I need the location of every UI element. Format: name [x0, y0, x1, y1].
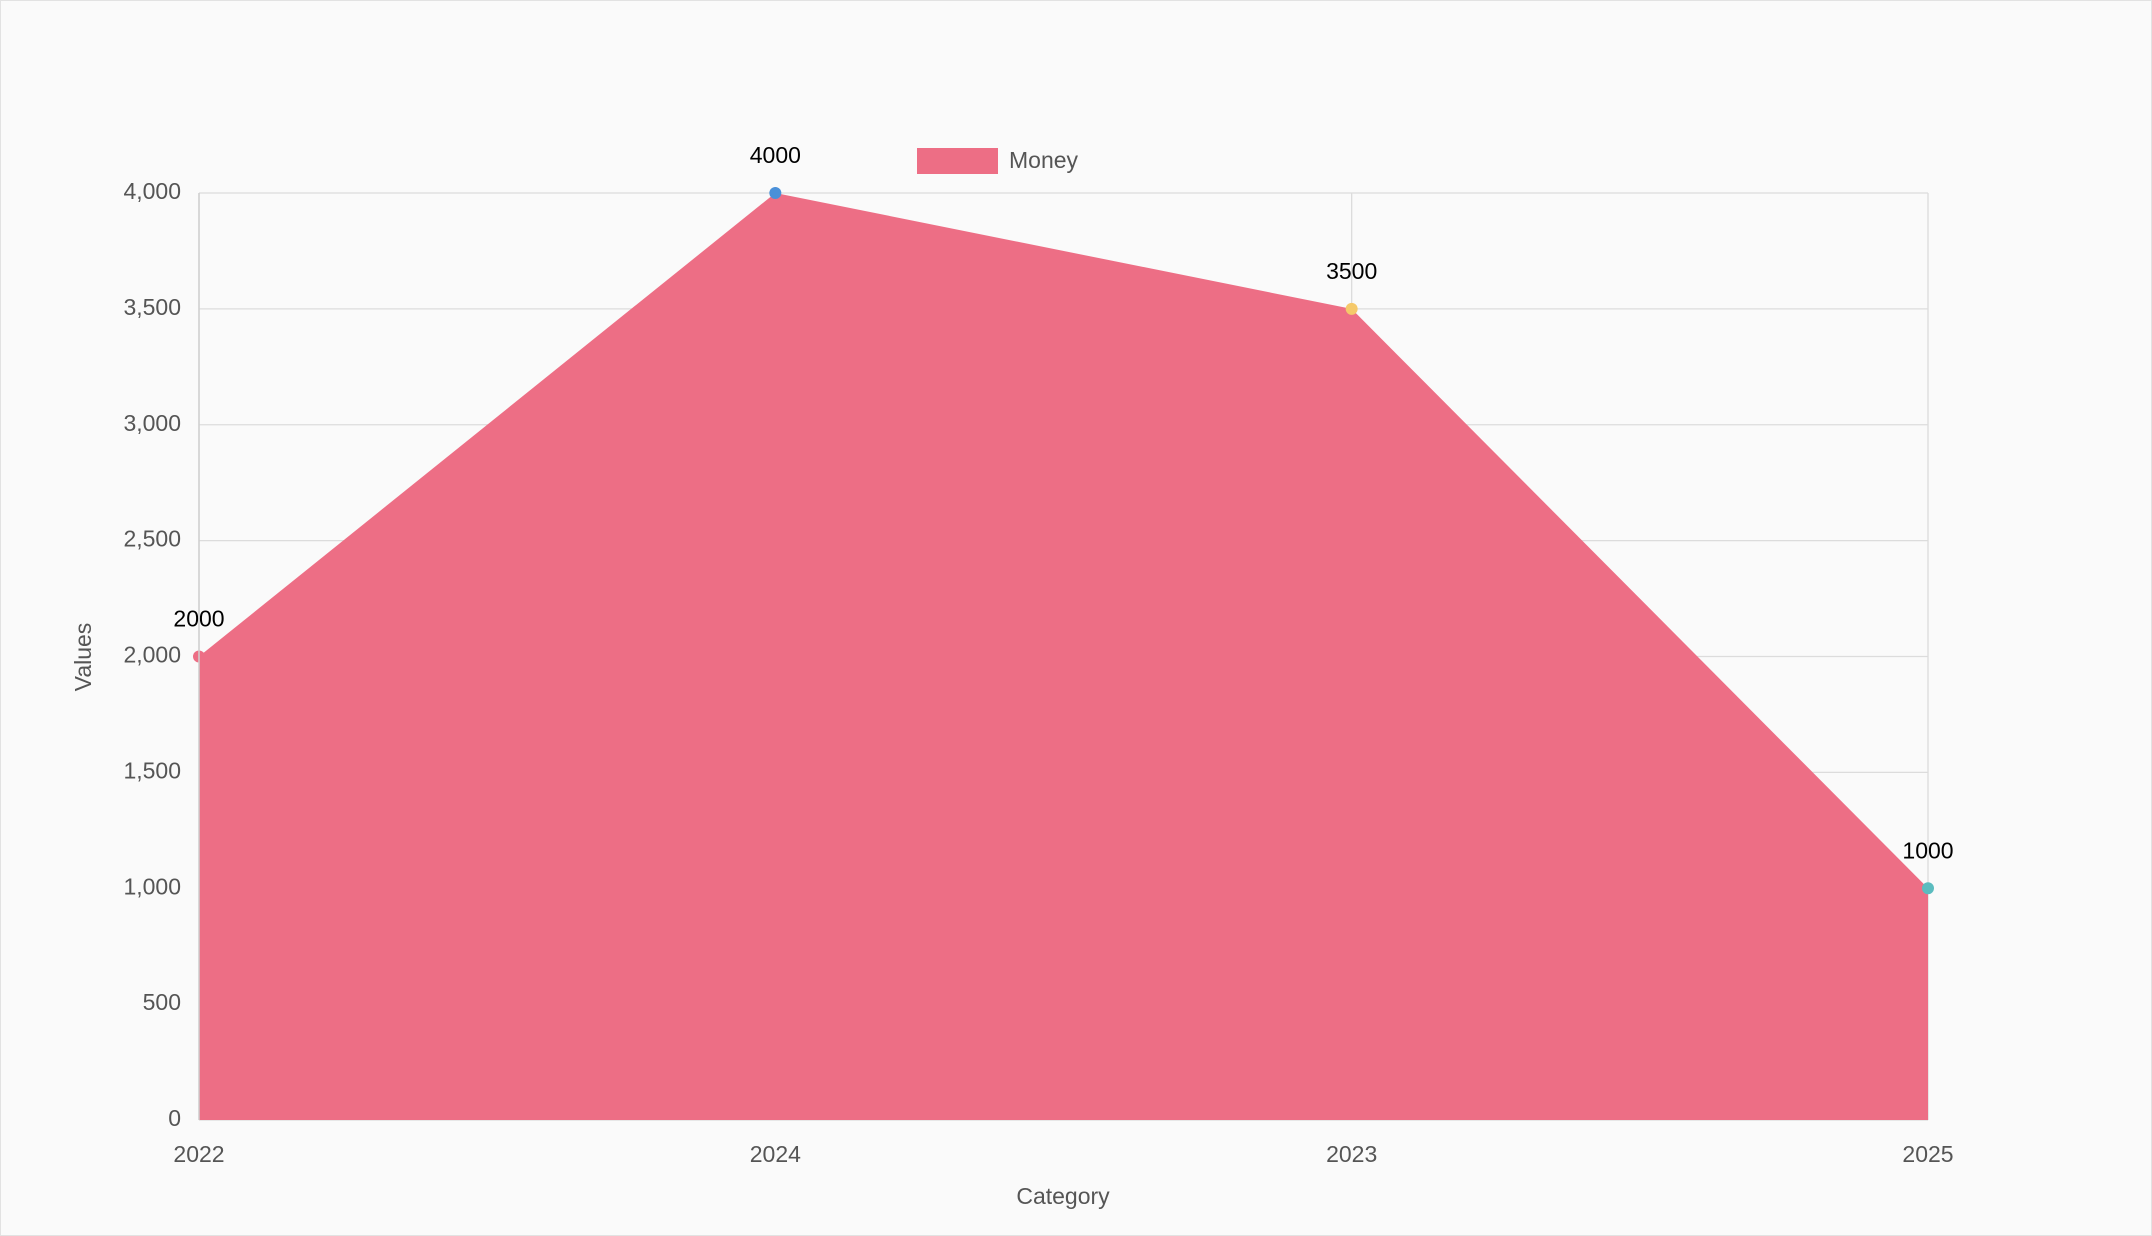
- y-tick-label: 500: [143, 989, 181, 1015]
- y-tick-label: 4,000: [123, 178, 181, 204]
- legend-label: Money: [1009, 147, 1079, 173]
- area: [199, 193, 1928, 1120]
- x-tick-label: 2023: [1326, 1141, 1377, 1167]
- data-label: 3500: [1326, 258, 1377, 284]
- y-tick-label: 3,500: [123, 294, 181, 320]
- y-tick-label: 3,000: [123, 410, 181, 436]
- y-tick-label: 2,500: [123, 526, 181, 552]
- y-tick-label: 1,500: [123, 757, 181, 783]
- legend-swatch: [917, 148, 998, 174]
- point: [1345, 302, 1358, 315]
- y-tick-label: 2,000: [123, 642, 181, 668]
- y-axis-title: Values: [70, 623, 96, 692]
- point: [769, 187, 782, 199]
- data-label: 1000: [1902, 837, 1953, 863]
- x-tick-label: 2024: [750, 1141, 801, 1167]
- y-tick-label: 0: [168, 1105, 181, 1131]
- data-label: 4000: [750, 142, 801, 168]
- x-axis-title: Category: [1016, 1183, 1110, 1209]
- y-tick-label: 1,000: [123, 873, 181, 899]
- x-tick-label: 2025: [1902, 1141, 1953, 1167]
- point: [1922, 882, 1934, 895]
- x-tick-label: 2022: [173, 1141, 224, 1167]
